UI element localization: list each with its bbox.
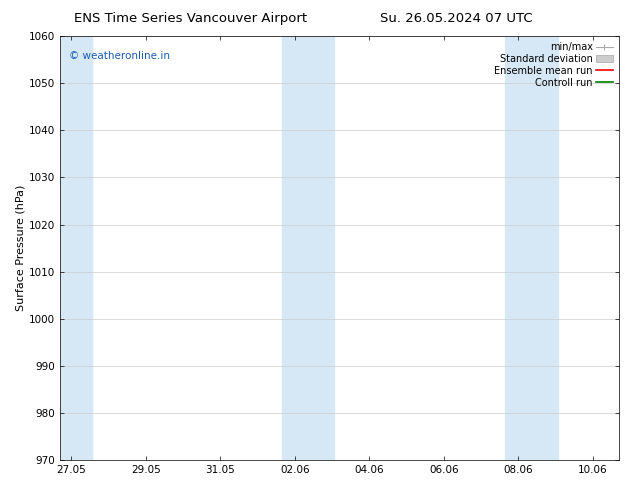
- Bar: [505, 36, 557, 460]
- Text: © weatheronline.in: © weatheronline.in: [68, 51, 170, 61]
- Bar: [282, 36, 334, 460]
- Y-axis label: Surface Pressure (hPa): Surface Pressure (hPa): [15, 185, 25, 311]
- Bar: [60, 36, 92, 460]
- Legend: min/max, Standard deviation, Ensemble mean run, Controll run: min/max, Standard deviation, Ensemble me…: [490, 38, 617, 92]
- Text: ENS Time Series Vancouver Airport: ENS Time Series Vancouver Airport: [74, 12, 307, 25]
- Text: Su. 26.05.2024 07 UTC: Su. 26.05.2024 07 UTC: [380, 12, 533, 25]
